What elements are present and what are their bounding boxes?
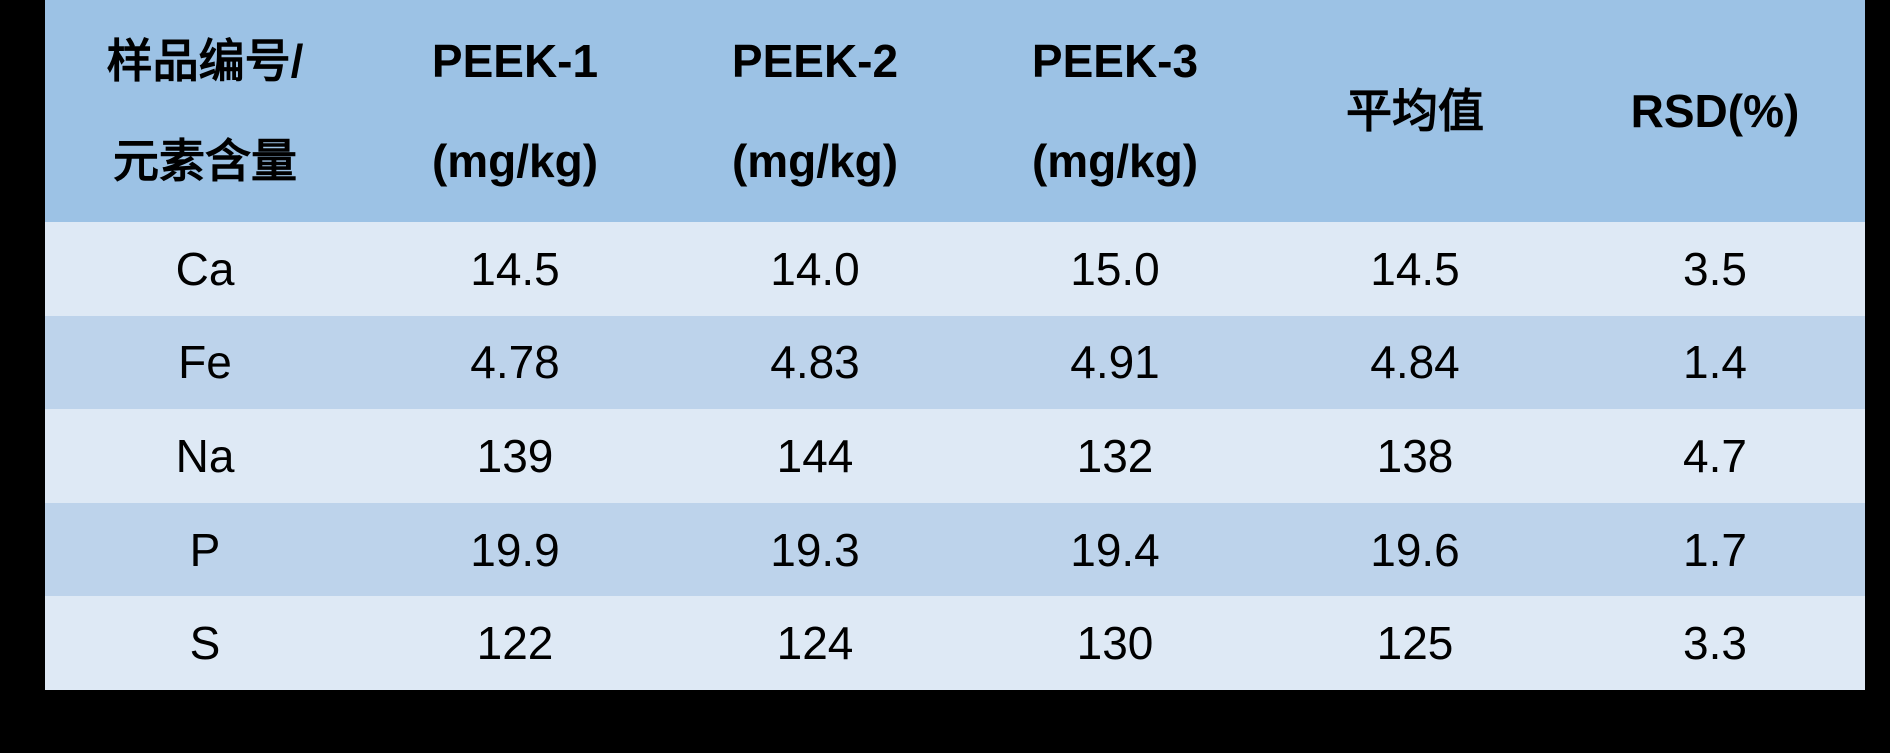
cell-value: 14.0 [665,222,965,316]
cell-average: 14.5 [1265,222,1565,316]
header-cell-sample-element: 样品编号/元素含量 [45,0,365,222]
table-row-p: P 19.9 19.3 19.4 19.6 1.7 [45,502,1865,597]
cell-average: 4.84 [1265,315,1565,410]
cell-value: 124 [665,596,965,690]
cell-average: 138 [1265,409,1565,503]
cell-value: 132 [965,409,1265,503]
table-row-fe: Fe 4.78 4.83 4.91 4.84 1.4 [45,315,1865,410]
cell-rsd: 3.5 [1565,222,1865,316]
cell-value: 19.4 [965,502,1265,597]
cell-average: 125 [1265,596,1565,690]
cell-value: 14.5 [365,222,665,316]
cell-rsd: 4.7 [1565,409,1865,503]
cell-rsd: 1.4 [1565,315,1865,410]
cell-element: Na [45,409,365,503]
header-label-line1: 平均值 [1346,85,1484,137]
cell-value: 19.3 [665,502,965,597]
cell-value: 19.9 [365,502,665,597]
cell-element: P [45,502,365,597]
cell-value: 4.83 [665,315,965,410]
cell-value: 144 [665,409,965,503]
cell-rsd: 1.7 [1565,502,1865,597]
header-label-line1: PEEK-3 [1031,35,1199,87]
header-cell-peek-3: PEEK-3 (mg/kg) [965,0,1265,222]
cell-value: 4.78 [365,315,665,410]
header-label-line1: RSD(%) [1630,85,1800,137]
header-label-line1: PEEK-2 [731,35,899,87]
header-label-line2: (mg/kg) [431,135,599,187]
cell-element: S [45,596,365,690]
header-cell-peek-1: PEEK-1 (mg/kg) [365,0,665,222]
cell-value: 4.91 [965,315,1265,410]
header-label-line2: (mg/kg) [731,135,899,187]
table-row-ca: Ca 14.5 14.0 15.0 14.5 3.5 [45,222,1865,316]
header-cell-average: 平均值 [1265,0,1565,222]
header-label-line1: PEEK-1 [431,35,599,87]
header-row: 样品编号/元素含量 PEEK-1 (mg/kg) PEEK-2 (mg/kg) PE… [45,0,1865,222]
cell-element: Ca [45,222,365,316]
cell-value: 139 [365,409,665,503]
header-label-line2: 元素含量 [113,135,297,187]
cell-value: 122 [365,596,665,690]
header-cell-peek-2: PEEK-2 (mg/kg) [665,0,965,222]
cell-value: 15.0 [965,222,1265,316]
cell-average: 19.6 [1265,502,1565,597]
table-row-s: S 122 124 130 125 3.3 [45,596,1865,690]
header-label-line1: 样品编号/ [106,35,304,87]
cell-rsd: 3.3 [1565,596,1865,690]
cell-element: Fe [45,315,365,410]
cell-value: 130 [965,596,1265,690]
table-row-na: Na 139 144 132 138 4.7 [45,409,1865,503]
element-content-table: 样品编号/元素含量 PEEK-1 (mg/kg) PEEK-2 (mg/kg) PE… [45,0,1865,690]
header-label-line2: (mg/kg) [1031,135,1199,187]
header-cell-rsd: RSD(%) [1565,0,1865,222]
